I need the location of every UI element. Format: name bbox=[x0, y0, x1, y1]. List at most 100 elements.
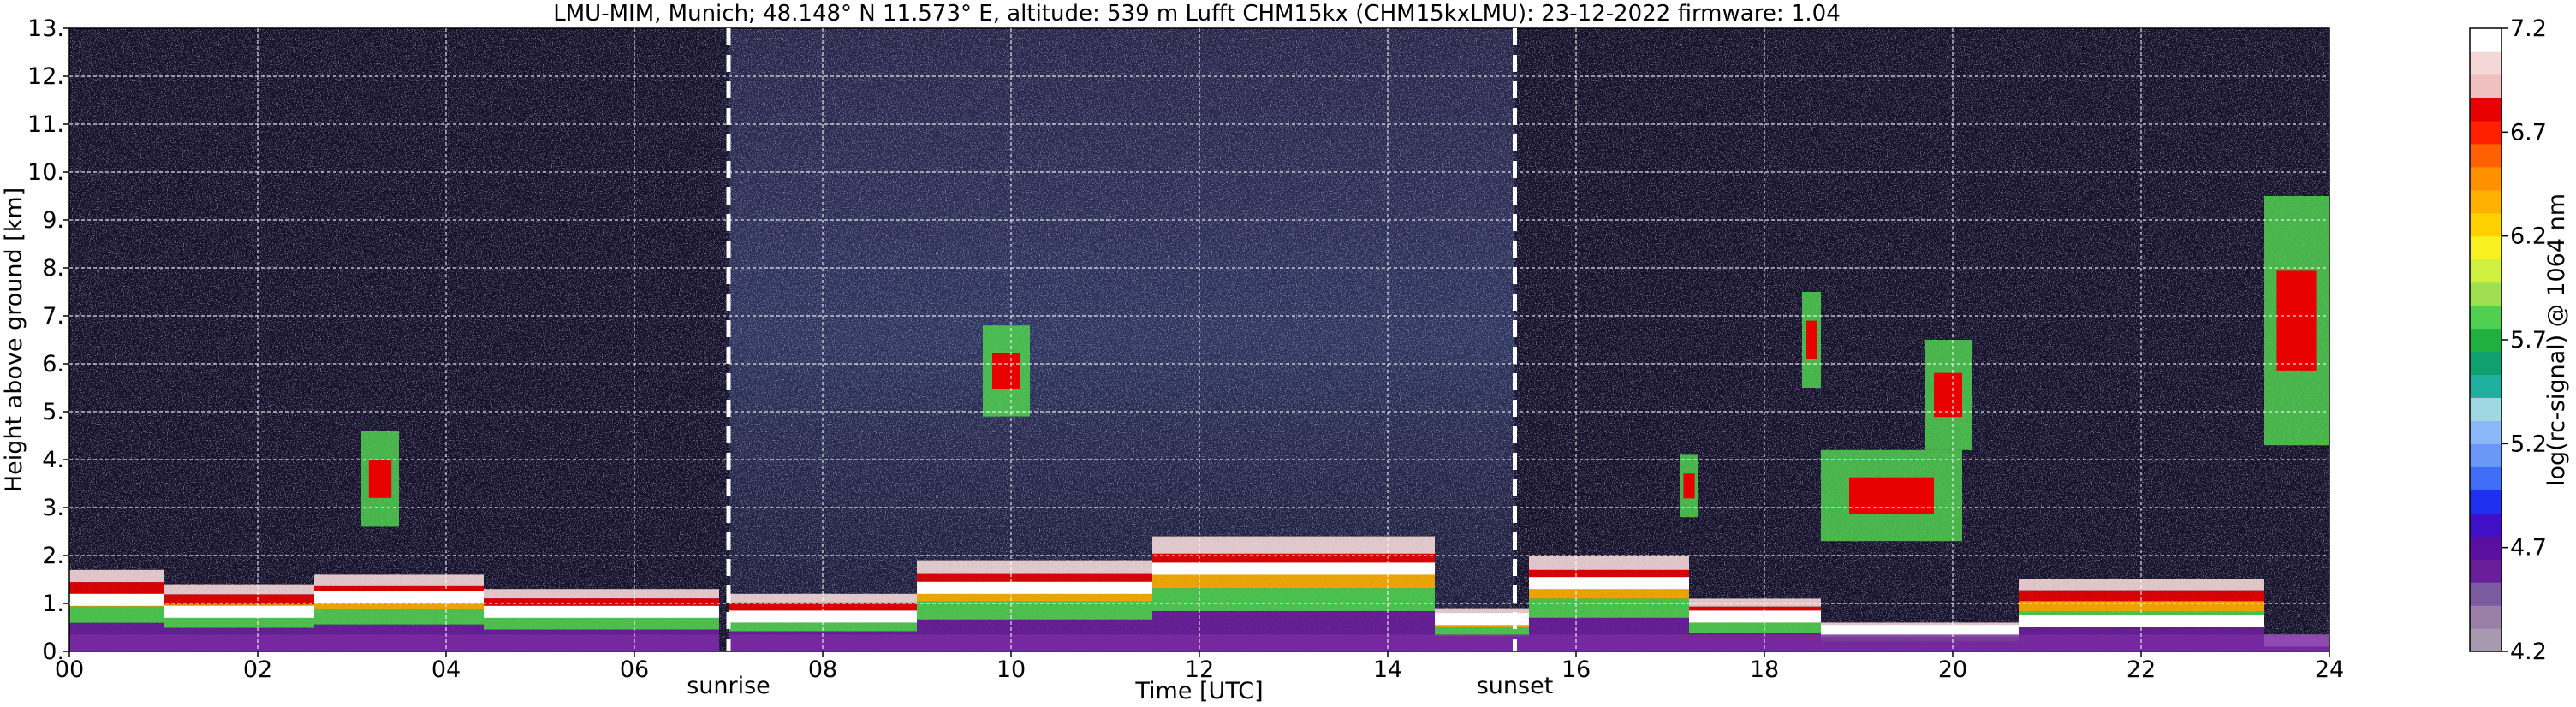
y-tick-label: 9. bbox=[42, 207, 64, 234]
cloud-band bbox=[164, 594, 314, 605]
y-tick-label: 0. bbox=[42, 639, 64, 665]
cloud-band bbox=[1435, 627, 1529, 637]
cloud-core bbox=[69, 593, 164, 606]
elevated-layer-core bbox=[1683, 473, 1695, 499]
colorbar-segment bbox=[2470, 189, 2502, 214]
y-tick-label: 10. bbox=[27, 159, 64, 186]
cloud-band bbox=[1689, 622, 1821, 633]
cloud-core bbox=[917, 581, 1152, 594]
ground-layer bbox=[1435, 634, 1529, 651]
cloud-band bbox=[917, 560, 1152, 574]
y-tick-label: 2. bbox=[42, 543, 64, 569]
colorbar-segment bbox=[2470, 582, 2502, 606]
colorbar-segment bbox=[2470, 305, 2502, 330]
cloud-band bbox=[917, 601, 1152, 620]
colorbar-segment bbox=[2470, 559, 2502, 583]
event-lines: sunrise sunset bbox=[687, 28, 1553, 699]
colorbar-tick-label: 7.2 bbox=[2510, 15, 2547, 42]
colorbar-tick-label: 5.7 bbox=[2510, 327, 2547, 354]
grid-lines bbox=[69, 28, 2329, 651]
colorbar-segment bbox=[2470, 166, 2502, 191]
cloud-band bbox=[484, 589, 719, 599]
y-axis-label: Height above ground [km] bbox=[1, 187, 27, 492]
cloud-core bbox=[484, 605, 719, 618]
x-axis-label: Time [UTC] bbox=[1134, 678, 1263, 704]
cloud-core bbox=[1689, 610, 1821, 623]
x-tick-label: 08 bbox=[808, 656, 837, 683]
ground-layer bbox=[1152, 634, 1435, 651]
ground-layer bbox=[1821, 634, 2019, 651]
colorbar-segment bbox=[2470, 490, 2502, 514]
x-tick-label: 04 bbox=[431, 656, 461, 683]
chart-title: LMU-MIM, Munich; 48.148° N 11.573° E, al… bbox=[553, 1, 1840, 27]
colorbar-segment bbox=[2470, 97, 2502, 122]
x-tick-label: 24 bbox=[2315, 656, 2344, 683]
cloud-core bbox=[1435, 613, 1529, 626]
elevated-layer-core bbox=[368, 460, 392, 498]
colorbar-tick-label: 6.2 bbox=[2510, 223, 2547, 250]
cloud-band bbox=[164, 584, 314, 595]
colorbar-tick-label: 5.2 bbox=[2510, 431, 2547, 457]
colorbar-segment bbox=[2470, 513, 2502, 537]
cloud-band bbox=[484, 598, 719, 609]
colorbar-segment bbox=[2470, 258, 2502, 283]
cloud-band bbox=[1529, 598, 1689, 618]
ground-layer bbox=[917, 634, 1152, 651]
colorbar-segment bbox=[2470, 50, 2502, 75]
colorbar-segment bbox=[2470, 143, 2502, 168]
colorbar-segment bbox=[2470, 282, 2502, 306]
ground-layer bbox=[729, 634, 917, 651]
x-axis-ticks: 00 02 04 06 08 10 12 14 16 18 20 22 24 bbox=[55, 651, 2344, 683]
colorbar-segment bbox=[2470, 120, 2502, 145]
y-tick-label: 5. bbox=[42, 399, 64, 425]
x-tick-label: 02 bbox=[243, 656, 272, 683]
y-tick-label: 11. bbox=[27, 111, 64, 138]
ground-layer bbox=[2019, 634, 2264, 651]
cloud-band bbox=[1152, 536, 1435, 554]
x-tick-label: 22 bbox=[2127, 656, 2156, 683]
colorbar-segment bbox=[2470, 235, 2502, 260]
y-tick-label: 6. bbox=[42, 351, 64, 377]
x-tick-label: 20 bbox=[1938, 656, 1967, 683]
y-tick-label: 4. bbox=[42, 447, 64, 473]
colorbar-segment bbox=[2470, 28, 2502, 52]
cloud-band bbox=[1689, 598, 1821, 607]
cloud-core bbox=[1152, 562, 1435, 575]
y-tick-label: 12. bbox=[27, 63, 64, 90]
cloud-band bbox=[1435, 608, 1529, 615]
y-tick-label: 7. bbox=[42, 303, 64, 330]
cloud-band bbox=[314, 609, 484, 625]
sunset-label: sunset bbox=[1477, 673, 1554, 699]
cloud-core bbox=[1529, 577, 1689, 590]
colorbar-segment bbox=[2470, 605, 2502, 629]
cloud-band bbox=[314, 574, 484, 586]
ground-layer bbox=[69, 634, 164, 651]
x-tick-label: 18 bbox=[1750, 656, 1779, 683]
cloud-band bbox=[1821, 622, 2019, 627]
colorbar: 4.2 4.7 5.2 5.7 6.2 6.7 7.2 bbox=[2469, 15, 2547, 665]
cloud-band bbox=[1152, 570, 1435, 589]
cloud-band bbox=[1152, 588, 1435, 611]
cloud-core bbox=[164, 605, 314, 618]
elevated-layer-core bbox=[1934, 372, 1962, 418]
colorbar-segment bbox=[2470, 466, 2502, 490]
cloud-band bbox=[1689, 606, 1821, 615]
y-tick-label: 13. bbox=[27, 15, 64, 42]
elevated-layer-core bbox=[992, 353, 1020, 389]
colorbar-segment bbox=[2470, 212, 2502, 237]
ground-layer bbox=[1529, 634, 1689, 651]
colorbar-tick-label: 4.2 bbox=[2510, 639, 2547, 665]
colorbar-segment bbox=[2470, 328, 2502, 353]
elevated-layer-core bbox=[2276, 270, 2317, 371]
colorbar-segment bbox=[2470, 443, 2502, 467]
cloud-band bbox=[69, 582, 164, 595]
colorbar-segment bbox=[2470, 74, 2502, 98]
colorbar-tick-label: 4.7 bbox=[2510, 535, 2547, 561]
colorbar-segment bbox=[2470, 628, 2502, 652]
y-tick-label: 8. bbox=[42, 255, 64, 282]
ground-layer bbox=[1689, 634, 1821, 651]
cloud-band bbox=[2019, 590, 2264, 602]
cloud-band bbox=[1529, 556, 1689, 570]
cloud-core bbox=[1821, 625, 2019, 638]
